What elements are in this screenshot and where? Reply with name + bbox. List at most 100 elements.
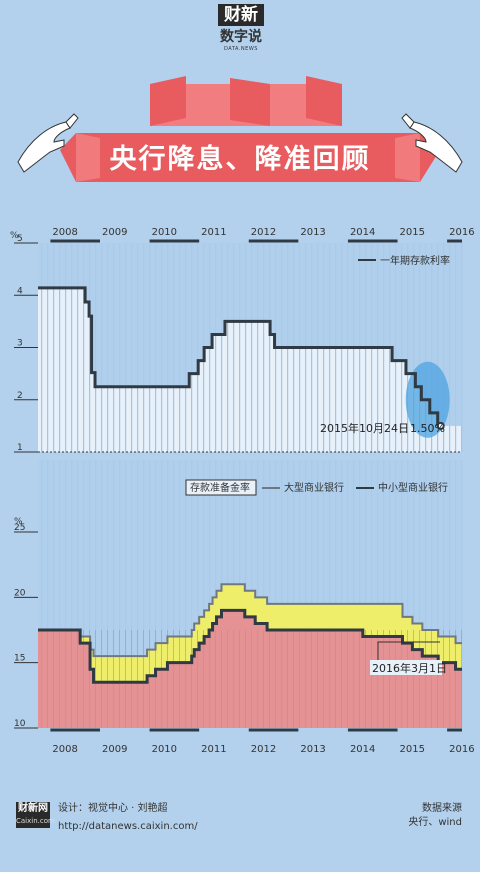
red-area-stripe [263,630,264,728]
top-stripe [263,243,265,452]
red-area-stripe [89,630,90,728]
red-area-stripe [275,630,276,728]
red-area-stripe [71,630,72,728]
bottom-year-axis-year-label: 2015 [400,744,425,755]
top-year-axis-year-label: 2010 [152,227,177,238]
small-bank-line [38,608,462,684]
rate-end-marker [436,421,445,430]
red-area-stripe [455,630,456,728]
top-stripe [251,243,253,452]
red-area-stripe [239,630,240,728]
top-year-axis-year-label: 2008 [52,227,77,238]
red-area-stripe [251,630,252,728]
red-area-stripe [59,630,60,728]
red-area-stripe [413,630,414,728]
footer-logo-sub: Caixin.com [16,817,55,825]
top-stripe [47,243,49,452]
red-area-stripe [119,630,120,728]
reserve-legend-title: 存款准备金率 [190,481,250,494]
logo-brand: 财新 [218,4,264,26]
red-area-stripe [167,630,168,728]
red-area-stripe [449,630,450,728]
red-area-stripe [395,630,396,728]
legend-small-label: 中小型商业银行 [378,481,448,494]
red-area-stripe [293,630,294,728]
top-year-axis-year-label: 2011 [201,227,226,238]
top-stripe [221,243,223,452]
ribbon-main [60,133,440,182]
top-stripe [59,243,61,452]
source-url[interactable]: http://datanews.caixin.com/ [58,821,198,832]
top-stripe [245,243,247,452]
red-area-stripe [443,630,444,728]
red-area-stripe [281,630,282,728]
ribbon-main-shade [76,133,100,182]
bottom-upper-area [38,460,462,657]
red-area-stripe [149,630,150,728]
red-area-stripe [407,630,408,728]
ribbon-main-shade2 [395,133,420,182]
title-banner: 央行降息、降准回顾 [17,76,463,182]
red-area-stripe [335,630,336,728]
top-stripe [53,243,55,452]
top-stripe [257,243,259,452]
annotation-reserve-date: 2016年3月1日 [372,661,447,675]
callout-bg [370,660,442,675]
top-stripe [65,243,67,452]
top-tick-label: 2 [17,391,23,401]
red-area-stripe [305,630,306,728]
bottom-tick-label: 20 [14,588,26,598]
red-area-stripe [257,630,258,728]
red-area-stripe [53,630,54,728]
red-area-stripe [197,630,198,728]
design-credit: 设计：视觉中心 · 刘艳超 [58,803,168,814]
red-area-stripe [137,630,138,728]
red-area-stripe [437,630,438,728]
bottom-year-axis-year-label: 2010 [152,744,177,755]
red-area-stripe [125,630,126,728]
red-area-stripe [371,630,372,728]
red-area-stripe [227,630,228,728]
top-year-axis-year-label: 2014 [350,227,375,238]
deposit-rate-line [38,286,440,426]
red-area-stripe [359,630,360,728]
bottom-year-axis-year-label: 2012 [251,744,276,755]
top-tick-label: 1 [17,443,23,453]
legend-deposit-label: 一年期存款利率 [380,254,450,267]
annotation-value: 1.50% [410,422,445,435]
left-hand-icon [17,113,79,173]
logo-tiny: DATA.NEWS [224,46,258,52]
top-stripe [83,243,85,452]
reserve-legend-box [185,479,257,496]
red-area-stripe [329,630,330,728]
red-area-stripe [347,630,348,728]
logo-sub: 数字说 [220,29,262,45]
top-stripe [77,243,79,452]
red-area-stripe [41,630,42,728]
bottom-tick-label: 25 [14,523,25,533]
legend-large-label: 大型商业银行 [284,481,344,494]
red-area-stripe [47,630,48,728]
red-area-stripe [287,630,288,728]
red-area-stripe [365,630,366,728]
red-area-stripe [161,630,162,728]
rate-chart: 2008 2009 2010 2011 2012 2013 2014 2015 20162008… [10,227,475,755]
red-area-stripe [221,630,222,728]
red-area-stripe [425,630,426,728]
bottom-year-axis-year-label: 2013 [300,744,325,755]
bottom-year-axis-year-label: 2014 [350,744,375,755]
top-year-axis-year-label: 2013 [300,227,325,238]
red-area-stripe [143,630,144,728]
red-area-stripe [431,630,432,728]
ribbon-upper-fold-right [306,76,342,126]
red-area-stripe [383,630,384,728]
top-stripe [41,243,43,452]
top-stripe [215,243,217,452]
red-area-stripe [215,630,216,728]
source-value: 央行、wind [408,817,462,828]
top-year-axis-year-label: 2009 [102,227,127,238]
top-year-axis-year-label: 2015 [400,227,425,238]
source-title: 数据来源 [422,803,462,814]
red-area-stripe [95,630,96,728]
red-area-stripe [173,630,174,728]
